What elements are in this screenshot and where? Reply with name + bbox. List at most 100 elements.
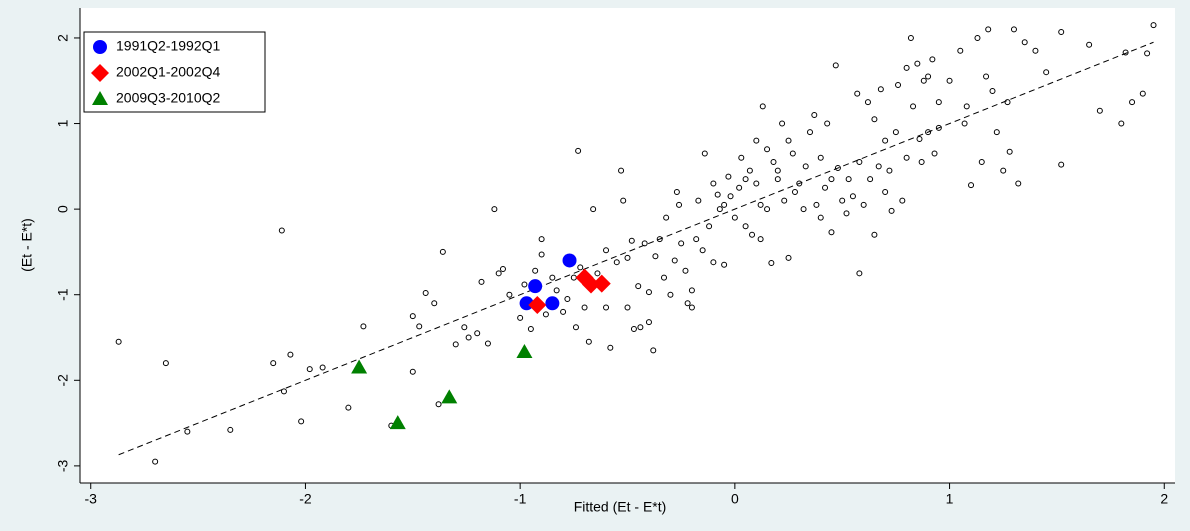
point [768, 260, 775, 267]
point [989, 88, 996, 95]
point [1006, 148, 1013, 155]
point [227, 426, 234, 433]
point [929, 56, 936, 63]
point [516, 344, 533, 359]
point [882, 189, 889, 196]
point [817, 154, 824, 161]
point [731, 214, 738, 221]
point [701, 150, 708, 157]
point [1004, 99, 1011, 106]
point [491, 206, 498, 213]
point [882, 137, 889, 144]
point [695, 197, 702, 204]
point [727, 193, 734, 200]
point [527, 325, 534, 332]
x-tick-label: 2 [1160, 491, 1168, 507]
point [656, 236, 663, 243]
point [910, 103, 917, 110]
point [757, 236, 764, 243]
point [710, 180, 717, 187]
point [807, 129, 813, 136]
point [811, 111, 818, 118]
point [834, 165, 841, 172]
point [856, 270, 863, 277]
point [800, 206, 807, 213]
legend-label: 2009Q3-2010Q2 [116, 90, 221, 106]
point [461, 324, 468, 331]
point [590, 206, 597, 213]
point [1096, 107, 1103, 114]
legend-label: 1991Q2-1992Q1 [116, 38, 221, 54]
point [699, 247, 706, 254]
point [630, 325, 637, 332]
point [796, 180, 803, 187]
point [849, 193, 856, 200]
point [753, 180, 760, 187]
point [577, 264, 584, 271]
point [564, 295, 571, 302]
point [620, 197, 627, 204]
point [663, 214, 670, 221]
point [270, 360, 277, 367]
point [585, 338, 592, 345]
point [785, 137, 792, 144]
point [684, 300, 691, 307]
point [822, 184, 829, 191]
x-tick-label: -1 [514, 491, 527, 507]
point [152, 458, 159, 465]
point [710, 259, 717, 266]
point [409, 368, 416, 375]
point [115, 338, 122, 345]
point [899, 197, 906, 204]
point [478, 278, 485, 285]
point [845, 176, 852, 183]
point [351, 359, 368, 374]
point [957, 47, 964, 54]
point [521, 281, 528, 288]
point [895, 82, 902, 89]
y-tick-label: -2 [55, 374, 71, 387]
point [1150, 22, 1157, 29]
x-tick-label: -3 [85, 491, 98, 507]
point [673, 189, 680, 196]
point [661, 274, 667, 281]
legend-box [83, 31, 266, 113]
point [877, 86, 884, 93]
point [562, 253, 577, 268]
point [603, 304, 610, 311]
point [618, 167, 625, 174]
point [575, 147, 582, 154]
point [582, 275, 600, 294]
point [824, 120, 831, 127]
point [963, 103, 970, 110]
point [839, 197, 846, 204]
point [856, 159, 863, 166]
point [184, 428, 191, 435]
y-tick-label: -1 [55, 288, 71, 301]
point [484, 340, 491, 347]
point [603, 247, 610, 254]
point [843, 210, 850, 217]
point [817, 214, 824, 221]
point [721, 261, 728, 268]
point [688, 287, 695, 294]
point [538, 251, 545, 258]
point [871, 116, 878, 123]
point [517, 314, 524, 321]
point [779, 120, 786, 127]
point [781, 197, 788, 204]
point [645, 319, 652, 326]
point [742, 176, 749, 183]
point [916, 135, 923, 142]
point [753, 137, 760, 144]
point [978, 159, 985, 166]
point [968, 182, 975, 189]
point [693, 236, 700, 243]
point [789, 150, 796, 157]
point [791, 189, 798, 196]
point [832, 62, 839, 69]
point [416, 323, 423, 330]
point [389, 415, 406, 430]
point [774, 167, 781, 174]
